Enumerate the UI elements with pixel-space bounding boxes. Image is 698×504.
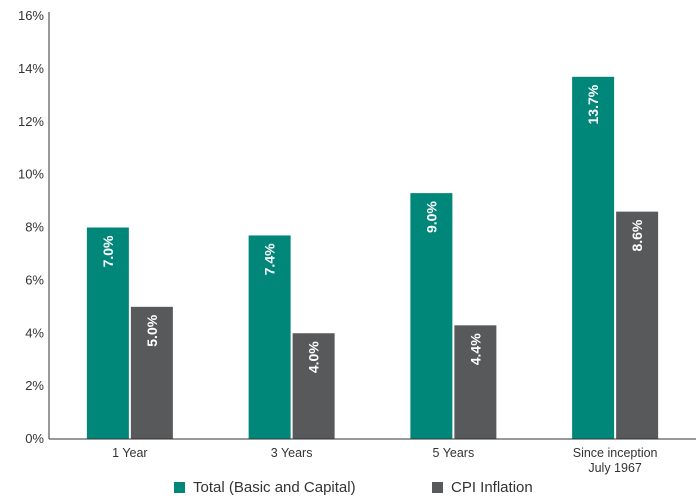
x-tick-label: 5 Years [433,446,475,460]
y-tick-label: 8% [25,220,44,235]
y-tick-label: 12% [18,114,44,129]
legend-swatch [432,482,443,493]
x-tick-label: July 1967 [588,461,642,475]
legend-swatch [174,482,185,493]
bar [248,235,291,439]
y-tick-label: 4% [25,325,44,340]
bars: 7.0% 5.0% 7.4% 4.0% 9.0% 4.4% 13.7% 8.6% [86,76,659,440]
data-label: 5.0% [144,314,160,346]
bar [410,193,453,439]
bar [130,306,173,439]
bar [454,325,497,439]
bar [292,333,335,439]
bar [86,227,129,439]
y-tick-label: 2% [25,378,44,393]
y-tick-label: 16% [18,8,44,23]
data-label: 8.6% [629,219,645,251]
x-tick-label: Since inception [573,446,658,460]
data-label: 13.7% [585,84,601,124]
x-axis: 1 Year 3 Years 5 Years Since inceptionJuly … [49,438,696,475]
x-tick-label: 3 Years [271,446,313,460]
x-tick-label: 1 Year [112,446,147,460]
bar [572,76,615,440]
data-label: 9.0% [423,201,439,233]
data-label: 7.0% [100,235,116,267]
y-tick-label: 6% [25,272,44,287]
y-tick-label: 14% [18,61,44,76]
legend: Total (Basic and Capital) CPI Inflation [174,479,533,496]
y-axis: 0% 2% 4% 6% 8% 10% 12% 14% 16% [18,8,50,446]
data-label: 7.4% [262,243,278,275]
legend-label: CPI Inflation [451,479,533,496]
y-tick-label: 0% [25,431,44,446]
legend-label: Total (Basic and Capital) [193,479,356,496]
data-label: 4.0% [306,341,322,373]
y-tick-label: 10% [18,167,44,182]
bar [616,211,659,439]
data-label: 4.4% [467,333,483,365]
